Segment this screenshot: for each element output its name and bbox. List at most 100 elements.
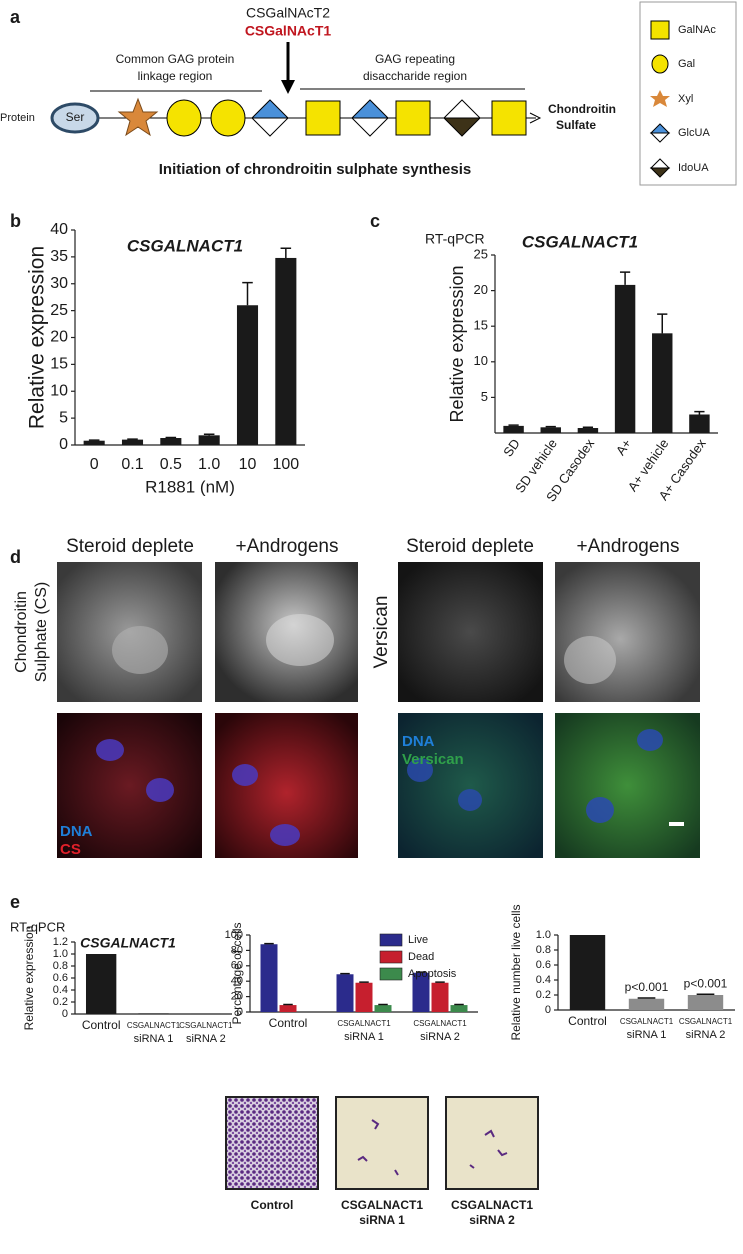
error-bar: [694, 410, 705, 415]
glcua: [350, 99, 390, 119]
error-bar: [88, 439, 100, 441]
legend-galnac: [650, 20, 670, 40]
bar: [374, 1005, 392, 1012]
bar: [236, 305, 259, 445]
idoua: [442, 117, 482, 137]
y-tick-label: 20: [50, 329, 68, 346]
y-tick-label: 25: [50, 302, 68, 319]
panel-label: d: [10, 547, 21, 567]
y-tick-label: 15: [50, 356, 68, 373]
product-label: Chondroitin: [548, 102, 616, 116]
error-bar: [657, 313, 668, 334]
legend-label: IdoUA: [678, 162, 709, 174]
x-tick-label: siRNA 2: [686, 1029, 726, 1041]
x-tick-label: siRNA 2: [420, 1031, 460, 1043]
x-tick-label: SD: [500, 436, 523, 459]
y-tick-label: 100: [225, 929, 243, 941]
overlay-label: Versican: [402, 751, 464, 768]
column-header: Steroid deplete: [66, 536, 194, 557]
region-label: Common GAG protein: [116, 52, 235, 66]
bar: [355, 982, 373, 1012]
image-label: siRNA 1: [359, 1213, 405, 1227]
error-bar: [545, 425, 556, 428]
error-bar: [619, 271, 631, 285]
error-bar: [582, 426, 594, 429]
y-tick-label: 40: [231, 975, 243, 987]
column-header: +Androgens: [236, 536, 339, 557]
legend-xyl: [650, 90, 670, 107]
bar: [275, 257, 297, 445]
y-tick-label: 5: [481, 389, 488, 404]
micrograph: [398, 562, 543, 702]
y-tick-label: 60: [231, 960, 243, 972]
nucleus: [407, 758, 433, 782]
bar: [450, 1005, 468, 1012]
y-tick-label: 80: [231, 944, 243, 956]
legend-label: GalNAc: [678, 24, 716, 36]
x-tick-label: siRNA 2: [186, 1033, 226, 1045]
error-bar: [264, 942, 274, 945]
legend-label: Gal: [678, 58, 695, 70]
x-tick-label: 1.0: [198, 456, 220, 473]
bar: [336, 974, 354, 1012]
chart-title: CSGALNACT1: [127, 236, 243, 255]
panel-label: a: [10, 7, 21, 27]
bar: [260, 944, 278, 1012]
y-tick-label: 1.2: [53, 936, 68, 948]
cells: [469, 1129, 508, 1169]
invasion-image: [335, 1096, 429, 1190]
glycan-diagram: CSGalNAcT2 CSGalNAcT1 Common GAG protein…: [0, 1, 737, 186]
bar: [689, 414, 710, 433]
y-tick-label: 30: [50, 275, 68, 292]
column-header: Steroid deplete: [406, 536, 534, 557]
y-tick-label: 0.2: [536, 989, 551, 1001]
image-label: Control: [251, 1198, 294, 1212]
bar: [577, 428, 599, 433]
y-tick-label: 10: [50, 382, 68, 399]
legend-label: GlcUA: [678, 127, 710, 139]
x-tick-label: CSGALNACT1: [337, 1019, 391, 1028]
overlay-label: DNA: [402, 733, 435, 750]
micrograph: [398, 713, 543, 858]
region-label: GAG repeating: [375, 52, 455, 66]
nucleus: [458, 789, 482, 811]
y-tick-label: 0: [545, 1004, 551, 1016]
bar: [198, 435, 220, 445]
gal: [166, 99, 202, 137]
x-tick-label: siRNA 1: [344, 1031, 384, 1043]
y-tick-label: 1.0: [536, 929, 551, 941]
bar: [569, 935, 606, 1010]
y-tick-label: 0.8: [53, 960, 68, 972]
y-tick-label: 0.4: [536, 974, 551, 986]
legend-glcua: [649, 132, 671, 143]
x-tick-label: 0.1: [121, 456, 143, 473]
galnac: [305, 100, 341, 136]
ser-node: [50, 102, 100, 134]
y-tick-label: 0.4: [53, 984, 68, 996]
x-tick-label: A+: [613, 436, 635, 458]
bar: [431, 982, 449, 1012]
x-tick-label: Control: [568, 1014, 607, 1028]
x-tick-label: CSGALNACT1: [679, 1017, 733, 1026]
legend-idoua: [649, 167, 671, 178]
product-label: Sulfate: [556, 118, 596, 132]
invasion-image: [445, 1096, 539, 1190]
chain-arrow: [529, 112, 542, 124]
y-tick-label: 0: [237, 1006, 243, 1018]
error-bar: [696, 993, 715, 995]
image-label: siRNA 2: [469, 1213, 515, 1227]
bar: [279, 1005, 297, 1012]
bar-annotation: p<0.001: [625, 980, 669, 994]
y-axis-label: Relative expression: [447, 265, 467, 422]
invasion-image: [225, 1096, 319, 1190]
y-tick-label: 1.0: [53, 948, 68, 960]
glcua: [350, 117, 390, 137]
error-bar: [127, 438, 138, 440]
error-bar: [454, 1003, 464, 1006]
legend-gal: [651, 54, 669, 74]
cells: [357, 1119, 399, 1176]
idoua: [442, 99, 482, 119]
glcua: [250, 99, 290, 119]
scale-bar: [669, 822, 684, 826]
region-label: linkage region: [138, 69, 213, 83]
